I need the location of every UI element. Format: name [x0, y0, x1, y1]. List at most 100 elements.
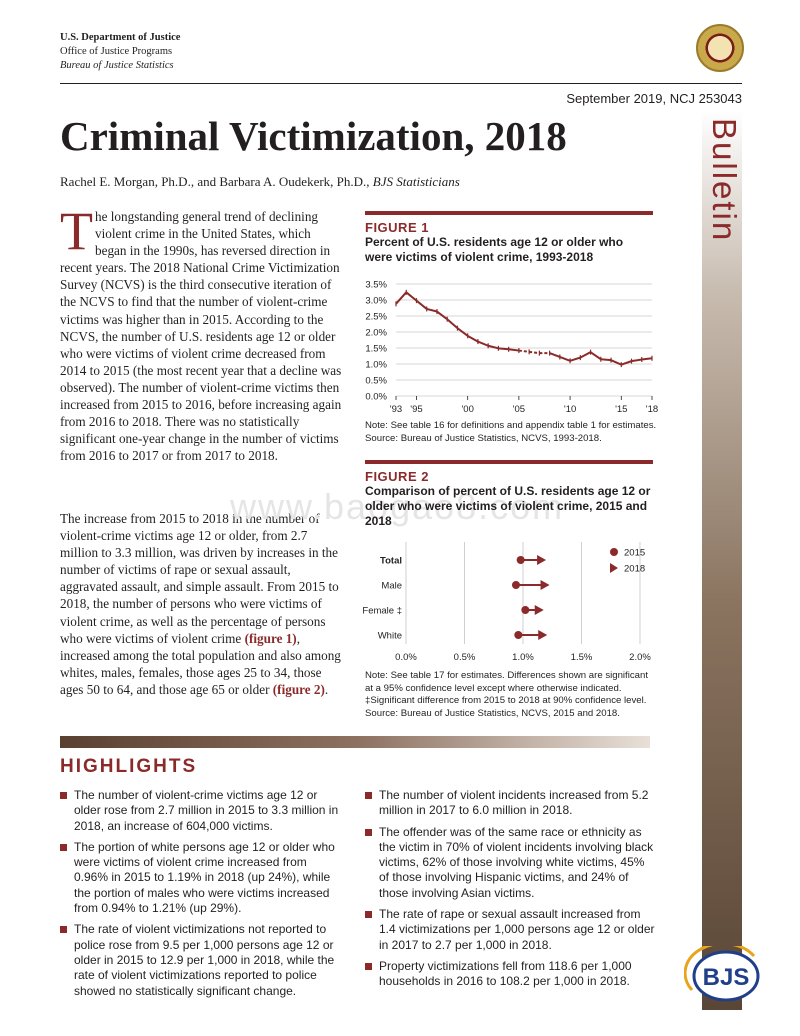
highlights-gradient-bar — [60, 736, 650, 748]
highlights-left-list: The number of violent-crime victims age … — [60, 788, 340, 1005]
series-line-segment — [600, 358, 612, 362]
figure2-link[interactable]: (figure 2) — [272, 681, 325, 697]
x-tick-label: 1.0% — [512, 652, 534, 663]
series-line-segment — [641, 357, 653, 361]
highlight-item: Property victimizations fell from 118.6 … — [365, 959, 655, 990]
series-line-segment — [579, 351, 592, 359]
marker-2015 — [521, 606, 530, 614]
series-label: Bulletin — [706, 118, 743, 243]
series-line-segment — [426, 307, 438, 313]
legend-2015-marker — [610, 548, 618, 556]
figure2-source: Source: Bureau of Justice Statistics, NC… — [365, 707, 620, 719]
x-tick-label: '15 — [615, 404, 627, 415]
p2-text-c: . — [324, 681, 329, 697]
figure1-chart: 0.0% 0.5% 1.0% 1.5% 2.0% 2.5% 3.0% 3.5% '93 '95 '0… — [365, 280, 658, 416]
y-tick-label: 3.5% — [365, 280, 387, 291]
marker-2018 — [538, 630, 548, 640]
authors: Rachel E. Morgan, Ph.D., and Barbara A. … — [60, 174, 460, 190]
category-label: Male — [381, 581, 402, 592]
y-tick-label: 2.0% — [365, 328, 387, 339]
figure1-source: Source: Bureau of Justice Statistics, NC… — [365, 432, 602, 444]
figure1-note: Note: See table 16 for definitions and a… — [365, 420, 657, 431]
bjs-logo: BJS — [684, 946, 760, 1002]
x-tick-label: '05 — [513, 404, 525, 415]
side-gradient-bar — [702, 110, 742, 1010]
y-tick-label: 1.0% — [365, 360, 387, 371]
author-names: Rachel E. Morgan, Ph.D., and Barbara A. … — [60, 174, 373, 189]
figure1-header: FIGURE 1 Percent of U.S. residents age 1… — [365, 211, 653, 265]
y-tick-label: 1.5% — [365, 344, 387, 355]
series-line-segment — [569, 356, 581, 362]
bjs-logo-text: BJS — [703, 964, 750, 991]
series-line-segment — [498, 347, 509, 351]
marker-2015 — [516, 556, 525, 564]
x-tick-label: 0.5% — [454, 652, 476, 663]
office-name: Office of Justice Programs — [60, 46, 173, 57]
legend-2015-label: 2015 — [624, 548, 645, 559]
legend-2018-label: 2018 — [624, 564, 645, 575]
second-paragraph: The increase from 2015 to 2018 in the nu… — [60, 510, 343, 698]
figure2-chart: 0.0% 0.5% 1.0% 1.5% 2.0% Total Male Female ‡ Whi… — [362, 542, 651, 663]
p2-text-a: The increase from 2015 to 2018 in the nu… — [60, 511, 339, 646]
marker-2018 — [534, 605, 544, 615]
series-line-segment — [456, 327, 469, 337]
highlights-right-list: The number of violent incidents increase… — [365, 788, 655, 996]
figure1-title: Percent of U.S. residents age 12 or olde… — [365, 235, 624, 264]
series-line-segment — [508, 348, 520, 352]
series-line-segment — [405, 291, 418, 302]
highlight-item: The portion of white persons age 12 or o… — [60, 840, 340, 916]
figure1-notes: Note: See table 16 for definitions and a… — [365, 420, 657, 445]
series-line-segment — [589, 351, 602, 361]
figure1-rule — [365, 211, 653, 215]
drop-cap: T — [60, 201, 93, 261]
y-tick-label: 3.0% — [365, 296, 387, 307]
series-line-segment — [549, 352, 561, 358]
series-line-segment — [610, 359, 622, 366]
figure1-link[interactable]: (figure 1) — [244, 630, 297, 646]
y-tick-label: 0.5% — [365, 376, 387, 387]
figure2-header: FIGURE 2 Comparison of percent of U.S. r… — [365, 460, 653, 529]
category-label: Female ‡ — [362, 606, 402, 617]
x-tick-label: '93 — [390, 404, 402, 415]
marker-2018 — [540, 580, 550, 590]
figure2-notes: Note: See table 17 for estimates. Differ… — [365, 670, 657, 720]
highlight-item: The rate of violent victimizations not r… — [60, 922, 340, 998]
series-line-segment — [446, 318, 459, 329]
series-line-segment — [395, 291, 407, 305]
series-line-segment — [631, 358, 642, 363]
header-divider — [60, 83, 742, 84]
highlight-item: The number of violent incidents increase… — [365, 788, 655, 819]
series-line-segment — [415, 299, 428, 310]
highlight-item: The offender was of the same race or eth… — [365, 825, 655, 901]
series-line-segment — [620, 360, 632, 366]
series-line-segment — [467, 334, 479, 343]
publication-date: September 2019, NCJ 253043 — [566, 91, 742, 106]
category-label: Total — [380, 556, 402, 567]
intro-text: he longstanding general trend of declini… — [60, 209, 342, 464]
marker-2015 — [514, 631, 523, 639]
category-label: White — [378, 631, 402, 642]
marker-2018 — [537, 555, 547, 565]
figure1-label: FIGURE 1 — [365, 220, 429, 235]
x-tick-label: '18 — [646, 404, 658, 415]
x-tick-label: 2.0% — [629, 652, 651, 663]
x-tick-label: '10 — [564, 404, 576, 415]
page-title: Criminal Victimization, 2018 — [60, 113, 567, 159]
y-tick-label: 2.5% — [365, 312, 387, 323]
agency-block: U.S. Department of Justice Office of Jus… — [60, 31, 180, 73]
series-line-segment — [436, 310, 448, 321]
p2-text-b: , increased among the total population a… — [60, 630, 341, 697]
bureau-name: Bureau of Justice Statistics — [60, 60, 174, 71]
x-tick-label: 1.5% — [571, 652, 593, 663]
figure2-label: FIGURE 2 — [365, 469, 429, 484]
series-line-segment — [518, 349, 530, 353]
marker-2015 — [511, 581, 520, 589]
series-line-segment — [559, 356, 571, 362]
y-tick-label: 0.0% — [365, 392, 387, 403]
series-line-segment — [528, 350, 540, 355]
highlight-item: The number of violent-crime victims age … — [60, 788, 340, 834]
x-tick-label: '00 — [461, 404, 473, 415]
highlight-item: The rate of rape or sexual assault incre… — [365, 907, 655, 953]
figure2-note: Note: See table 17 for estimates. Differ… — [365, 670, 648, 694]
series-line-segment — [477, 340, 489, 347]
